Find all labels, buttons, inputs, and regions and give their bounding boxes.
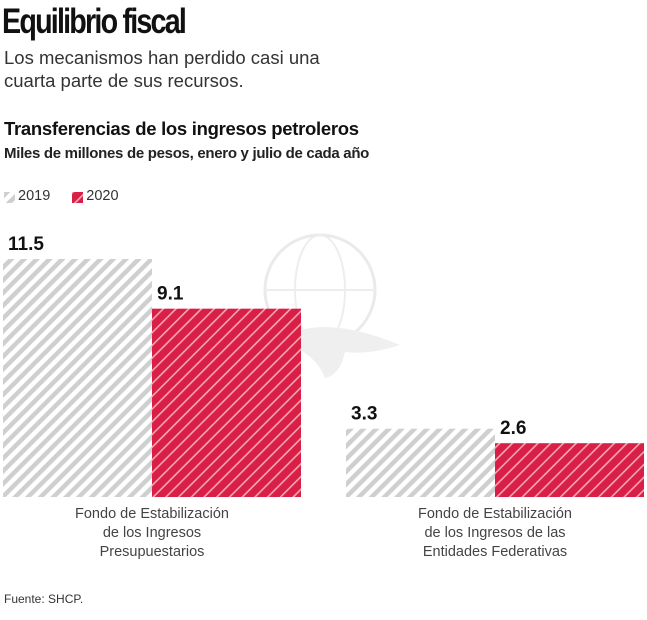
source-note: Fuente: SHCP. (4, 592, 84, 606)
category-label-line: de los Ingresos (102, 525, 202, 541)
legend-label-2019: 2019 (18, 188, 51, 204)
chart-title: Transferencias de los ingresos petrolero… (4, 118, 359, 139)
bar-2019-2 (346, 428, 495, 497)
category-label-line: Entidades Federativas (422, 544, 568, 560)
legend-item-2020: 2020 (72, 188, 119, 204)
category-label-line: Fondo de Estabilización (75, 506, 229, 522)
watermark-logo (263, 233, 400, 378)
value-label-2019-2: 3.3 (351, 404, 377, 425)
subhead: Los mecanismos han perdido casi una cuar… (4, 47, 320, 91)
category-label-1: Fondo de Estabilización de los Ingresos Pr… (32, 505, 272, 562)
legend-item-2019: 2019 (4, 188, 50, 204)
category-label-line: Presupuestarios (99, 544, 205, 560)
category-label-2: Fondo de Estabilización de los Ingresos d… (375, 505, 615, 562)
legend: 2019 2020 (4, 188, 119, 204)
bar-2020-1 (152, 308, 301, 497)
category-label-line: de los Ingresos de las (424, 525, 566, 541)
value-label-2019-1: 11.5 (8, 234, 44, 255)
bar-2019-1 (3, 259, 152, 497)
value-label-2020-1: 9.1 (157, 284, 184, 305)
value-labels-group: 11.5 9.1 3.3 2.6 (8, 234, 526, 439)
bar-2020-2 (495, 443, 644, 497)
legend-swatch-2019 (4, 191, 15, 203)
chart-subtitle: Miles de millones de pesos, enero y juli… (4, 145, 370, 162)
headline: Equilibrio fiscal (2, 2, 187, 41)
legend-swatch-2020 (72, 191, 84, 203)
category-label-line: Fondo de Estabilización (418, 506, 572, 522)
bars-group (3, 259, 644, 497)
value-label-2020-2: 2.6 (500, 418, 526, 439)
legend-label-2020: 2020 (86, 188, 119, 204)
